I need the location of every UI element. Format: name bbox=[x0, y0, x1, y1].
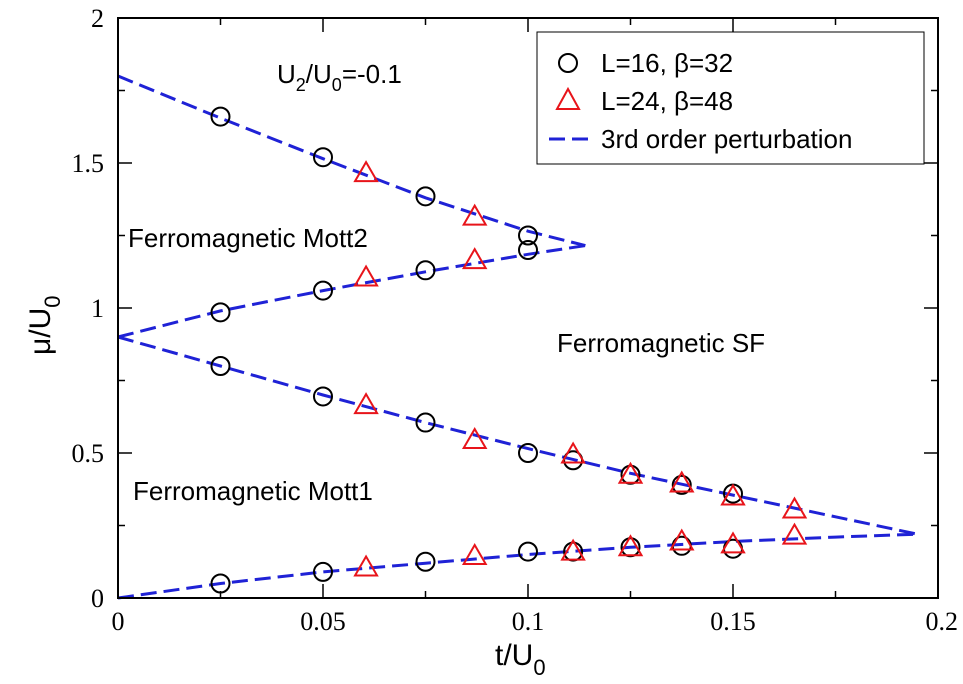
perturbation-line bbox=[117, 74, 586, 248]
legend-triangle-marker bbox=[555, 86, 581, 110]
triangle-point bbox=[720, 531, 746, 554]
circle-point bbox=[415, 551, 436, 572]
y-tick-label: 0 bbox=[91, 584, 104, 613]
circle-point bbox=[518, 443, 538, 463]
triangle-point bbox=[781, 496, 808, 519]
triangle-point bbox=[617, 461, 644, 484]
triangle-point bbox=[461, 542, 488, 565]
triangle-point bbox=[781, 522, 808, 545]
circle-point bbox=[415, 412, 436, 433]
circle-point bbox=[671, 474, 692, 495]
annotation-mott1: Ferromagnetic Mott1 bbox=[133, 476, 373, 506]
x-tick-label: 0.2 bbox=[926, 607, 959, 636]
circle-point bbox=[518, 225, 538, 246]
legend-entry-triangles: L=24, β=48 bbox=[601, 86, 733, 116]
triangle-point bbox=[353, 160, 379, 183]
circle-point bbox=[210, 106, 231, 127]
y-axis-label: μ/U0 bbox=[24, 295, 65, 355]
triangle-point bbox=[353, 554, 379, 577]
x-tick-label: 0.15 bbox=[710, 607, 756, 636]
x-axis-label: t/U0 bbox=[495, 639, 546, 680]
legend-circle-marker bbox=[558, 53, 578, 73]
triangle-point bbox=[353, 264, 379, 287]
data-markers bbox=[210, 106, 808, 594]
y-tick-label: 1 bbox=[91, 294, 104, 323]
triangle-point bbox=[669, 528, 695, 551]
x-tick-label: 0.05 bbox=[300, 607, 346, 636]
triangle-point bbox=[669, 470, 695, 493]
annotation-sf: Ferromagnetic SF bbox=[557, 328, 765, 358]
triangle-point bbox=[720, 483, 746, 506]
y-tick-label: 2 bbox=[91, 4, 104, 33]
triangle-point bbox=[461, 247, 488, 270]
y-tick-label: 1.5 bbox=[72, 149, 105, 178]
circle-point bbox=[518, 240, 538, 260]
legend-entry-perturbation: 3rd order perturbation bbox=[601, 124, 852, 154]
axis-ticks: 0 0.05 0.1 0.15 0.2 0 0.5 1 1.5 2 bbox=[72, 4, 959, 636]
circle-point bbox=[313, 386, 333, 407]
annotation-mott2: Ferromagnetic Mott2 bbox=[128, 223, 368, 253]
annotation-ratio: U2/U0=-0.1 bbox=[277, 59, 402, 95]
x-tick-label: 0.1 bbox=[512, 607, 545, 636]
legend: L=16, β=32 L=24, β=48 3rd order perturba… bbox=[536, 31, 925, 165]
triangle-point bbox=[353, 392, 379, 415]
triangle-point bbox=[617, 534, 644, 557]
legend-entry-circles: L=16, β=32 bbox=[601, 48, 733, 78]
perturbation-line bbox=[117, 244, 586, 339]
triangle-point bbox=[560, 538, 586, 561]
circle-point bbox=[415, 186, 436, 207]
circle-point bbox=[415, 260, 436, 281]
triangle-point bbox=[461, 203, 488, 226]
circle-point bbox=[313, 147, 333, 168]
y-tick-label: 0.5 bbox=[72, 439, 105, 468]
circle-point bbox=[210, 302, 231, 323]
circle-point bbox=[313, 280, 333, 301]
triangle-point bbox=[461, 426, 488, 449]
triangle-point bbox=[560, 441, 586, 464]
circle-point bbox=[313, 561, 333, 582]
x-tick-label: 0 bbox=[112, 607, 125, 636]
legend-box bbox=[536, 31, 925, 165]
circle-point bbox=[518, 541, 538, 562]
circle-point bbox=[210, 356, 231, 376]
